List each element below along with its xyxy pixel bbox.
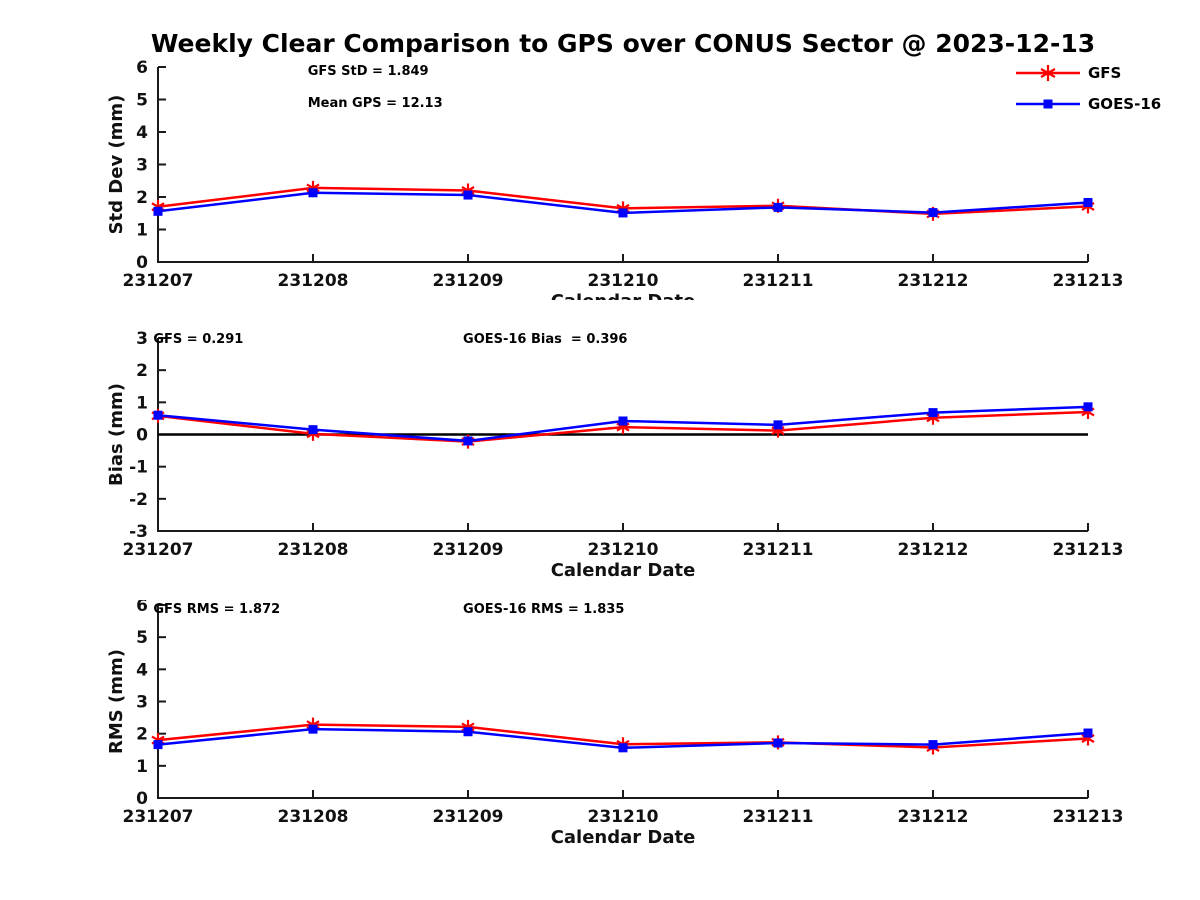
y-tick-label: 3: [136, 693, 148, 713]
x-tick-label: 231213: [1053, 807, 1124, 827]
annotation: GFS RMS = 1.872: [153, 602, 280, 617]
x-tick-label: 231207: [123, 540, 194, 560]
annotation: GOES-16 Bias = 0.396: [463, 332, 627, 347]
x-tick-label: 231210: [588, 807, 659, 827]
chart-bias: -3 -2 -1 0 1 2 3 231207 231208 231209 231210 231211…: [106, 329, 1124, 581]
y-tick-label: 5: [136, 91, 148, 111]
y-tick-label: 4: [136, 123, 148, 143]
goes-16-marker: [463, 190, 473, 200]
series-goes-16: [153, 188, 1093, 218]
y-tick-label: -1: [129, 458, 148, 478]
y-tick-label: 6: [136, 58, 148, 78]
x-tick-label: 231213: [1053, 271, 1124, 291]
x-axis-label: Calendar Date: [551, 827, 696, 848]
x-tick-label: 231210: [588, 271, 659, 291]
y-axis: -3 -2 -1 0 1 2 3: [129, 329, 166, 542]
goes-16-marker: [153, 206, 163, 216]
y-tick-label: 0: [136, 789, 148, 809]
y-tick-label: 1: [136, 221, 148, 241]
annotation: GFS StD = 1.849: [308, 64, 429, 79]
x-tick-label: 231208: [278, 540, 349, 560]
y-tick-label: 1: [136, 757, 148, 777]
y-tick-label: 0: [136, 253, 148, 273]
goes-16-marker: [773, 202, 783, 212]
goes-16-marker: [618, 416, 628, 426]
x-tick-label: 231210: [588, 540, 659, 560]
x-axis-label: Calendar Date: [551, 291, 696, 300]
axis-spines: [157, 605, 1088, 799]
x-tick-label: 231212: [898, 271, 969, 291]
x-tick-label: 231208: [278, 807, 349, 827]
x-tick-label: 231207: [123, 271, 194, 291]
x-tick-label: 231209: [433, 540, 504, 560]
y-axis: 0 1 2 3 4 5 6: [136, 600, 166, 809]
axis-spines: [157, 67, 1088, 263]
x-axis-label: Calendar Date: [551, 560, 696, 581]
x-tick-label: 231208: [278, 271, 349, 291]
x-axis: 231207 231208 231209 231210 231211 231212 2312…: [123, 523, 1124, 560]
y-tick-label: 5: [136, 628, 148, 648]
goes-16-marker: [1083, 402, 1093, 412]
goes-16-marker: [773, 738, 783, 748]
y-axis-label: Bias (mm): [106, 383, 127, 486]
goes-16-marker: [618, 743, 628, 753]
goes-16-marker: [463, 727, 473, 737]
annotation: GFS = 0.291: [153, 332, 243, 347]
y-axis: 0 1 2 3 4 5 6: [136, 58, 166, 273]
annotation: GOES-16 RMS = 1.835: [463, 602, 624, 617]
legend-label: GOES-16: [1088, 95, 1161, 113]
x-tick-label: 231209: [433, 807, 504, 827]
goes-16-marker: [928, 208, 938, 218]
goes-16-marker: [1083, 728, 1093, 738]
goes-16-marker: [463, 436, 473, 446]
goes-16-marker: [618, 208, 628, 218]
goes-16-marker: [153, 410, 163, 420]
goes-16-marker: [153, 740, 163, 750]
legend-label: GFS: [1088, 64, 1121, 82]
y-axis-label: Std Dev (mm): [106, 95, 127, 235]
y-tick-label: 2: [136, 188, 148, 208]
y-tick-label: 6: [136, 600, 148, 616]
legend: GFS GOES-16: [1016, 64, 1161, 113]
y-tick-label: 4: [136, 660, 148, 680]
x-tick-label: 231213: [1053, 540, 1124, 560]
goes-16-marker: [928, 408, 938, 418]
y-axis-label: RMS (mm): [106, 649, 127, 754]
goes-16-marker: [1083, 198, 1093, 208]
x-tick-label: 231212: [898, 807, 969, 827]
y-tick-label: -3: [129, 522, 148, 542]
x-axis: 231207 231208 231209 231210 231211 231212 2312…: [123, 790, 1124, 827]
goes-16-marker: [773, 420, 783, 430]
x-tick-label: 231212: [898, 540, 969, 560]
x-tick-label: 231211: [743, 807, 814, 827]
page-title: Weekly Clear Comparison to GPS over CONU…: [150, 29, 1096, 58]
series-goes-16: [153, 402, 1093, 446]
goes-16-marker: [308, 425, 318, 435]
goes-16-marker: [308, 724, 318, 734]
y-tick-label: -2: [129, 490, 148, 510]
legend-star-icon: [1040, 65, 1056, 81]
series-goes-16: [153, 724, 1093, 753]
y-tick-label: 0: [136, 426, 148, 446]
y-tick-label: 3: [136, 329, 148, 349]
annotation: Mean GPS = 12.13: [308, 96, 443, 111]
x-tick-label: 231207: [123, 807, 194, 827]
y-tick-label: 2: [136, 361, 148, 381]
y-tick-label: 3: [136, 156, 148, 176]
x-tick-label: 231211: [743, 271, 814, 291]
x-tick-label: 231209: [433, 271, 504, 291]
goes-16-marker: [308, 188, 318, 198]
x-axis: 231207 231208 231209 231210 231211 231212 2312…: [123, 254, 1124, 291]
goes-16-marker: [928, 740, 938, 750]
y-tick-label: 1: [136, 393, 148, 413]
x-tick-label: 231211: [743, 540, 814, 560]
y-tick-label: 2: [136, 725, 148, 745]
legend-square-icon: [1043, 99, 1053, 109]
